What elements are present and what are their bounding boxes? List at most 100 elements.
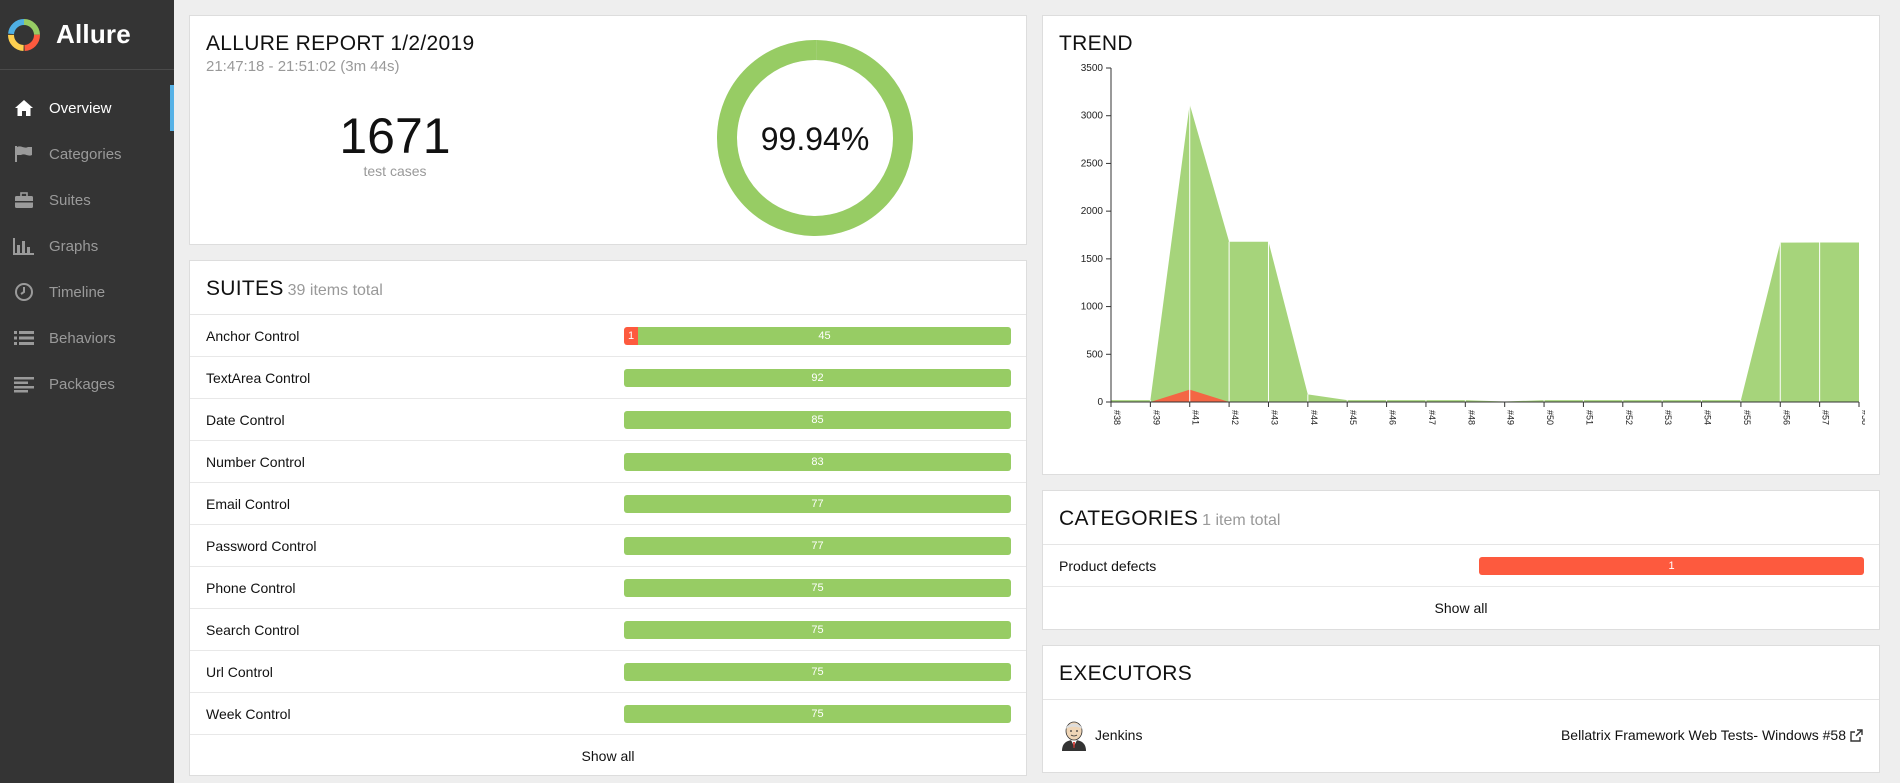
- executors-title: EXECUTORS: [1059, 662, 1193, 685]
- left-column: ALLURE REPORT 1/2/2019 21:47:18 - 21:51:…: [189, 15, 1027, 783]
- y-tick-label: 3500: [1081, 63, 1104, 74]
- sidebar-item-suites[interactable]: Suites: [0, 177, 174, 223]
- status-bar: 1 45: [624, 326, 1011, 345]
- summary-widget: ALLURE REPORT 1/2/2019 21:47:18 - 21:51:…: [189, 15, 1027, 245]
- allure-logo-icon: [8, 18, 40, 51]
- suite-name: Number Control: [206, 453, 305, 470]
- sidebar-item-label: Packages: [49, 375, 115, 393]
- failed-segment: 1: [624, 326, 638, 345]
- categories-widget: CATEGORIES 1 item total Product defects 1…: [1042, 490, 1880, 630]
- executor-row: Jenkins Bellatrix Framework Web Tests- W…: [1043, 700, 1879, 770]
- x-tick-label: #52: [1624, 410, 1634, 425]
- sidebar-item-timeline[interactable]: Timeline: [0, 269, 174, 315]
- sidebar-item-label: Overview: [49, 99, 112, 117]
- list-item[interactable]: Phone Control 75: [190, 567, 1026, 609]
- brand[interactable]: Allure: [0, 0, 174, 70]
- x-tick-label: #55: [1742, 410, 1752, 425]
- list-item[interactable]: Email Control 77: [190, 483, 1026, 525]
- list-item[interactable]: Anchor Control 1 45: [190, 315, 1026, 357]
- suite-name: TextArea Control: [206, 369, 311, 386]
- suite-name: Date Control: [206, 411, 285, 428]
- align-left-icon: [12, 374, 36, 394]
- app-name: Allure: [56, 19, 131, 49]
- home-icon: [12, 98, 36, 118]
- categories-count: 1 item total: [1202, 512, 1281, 529]
- sidebar-item-label: Graphs: [49, 237, 99, 255]
- categories-title: CATEGORIES 1 item total: [1059, 507, 1280, 530]
- status-bar: 77: [624, 494, 1011, 513]
- sidebar-item-categories[interactable]: Categories: [0, 131, 174, 177]
- sidebar: Allure Overview Categories Suites: [0, 0, 174, 783]
- x-tick-label: #54: [1703, 410, 1713, 425]
- x-tick-label: #53: [1663, 410, 1673, 425]
- success-rate-donut[interactable]: 99.94%: [715, 38, 915, 238]
- x-tick-label: #47: [1427, 410, 1437, 425]
- suite-name: Week Control: [206, 705, 291, 722]
- suite-name: Phone Control: [206, 579, 296, 596]
- status-bar: 75: [624, 578, 1011, 597]
- x-tick-label: #41: [1191, 410, 1201, 425]
- y-tick-label: 2500: [1081, 158, 1104, 169]
- x-tick-label: #56: [1781, 410, 1791, 425]
- list-item[interactable]: Product defects 1: [1043, 545, 1879, 587]
- sidebar-item-behaviors[interactable]: Behaviors: [0, 315, 174, 361]
- bar-chart-icon: [12, 236, 36, 256]
- status-bar: 83: [624, 452, 1011, 471]
- x-tick-label: #48: [1466, 410, 1476, 425]
- sidebar-item-graphs[interactable]: Graphs: [0, 223, 174, 269]
- y-tick-label: 2000: [1081, 206, 1104, 217]
- executor-build-text: Bellatrix Framework Web Tests- Windows #…: [1560, 727, 1846, 743]
- y-tick-label: 0: [1097, 397, 1103, 408]
- suite-name: Url Control: [206, 663, 273, 680]
- suites-header: SUITES 39 items total: [190, 261, 1026, 315]
- passed-segment: 75: [624, 620, 1011, 639]
- passed-segment: 75: [624, 704, 1011, 723]
- executors-header: EXECUTORS: [1043, 646, 1879, 700]
- suites-list: Anchor Control 1 45 TextArea Control 92 …: [190, 315, 1026, 735]
- trend-widget: TREND 0 500 1000 1500 2000 2500 3000 3500 #38 #39…: [1042, 15, 1880, 475]
- right-column: TREND 0 500 1000 1500 2000 2500 3000 3500 #38 #39…: [1042, 15, 1880, 783]
- clock-icon: [12, 282, 36, 302]
- trend-chart[interactable]: 0 500 1000 1500 2000 2500 3000 3500 #38 #39 #41 #42…: [1059, 60, 1865, 460]
- status-bar: 92: [624, 368, 1011, 387]
- y-tick-label: 500: [1086, 349, 1103, 360]
- sidebar-nav: Overview Categories Suites Graphs: [0, 85, 174, 407]
- y-tick-label: 1500: [1081, 254, 1104, 265]
- status-bar: 85: [624, 410, 1011, 429]
- executor-build-link[interactable]: Bellatrix Framework Web Tests- Windows #…: [1561, 727, 1863, 743]
- list-item[interactable]: Url Control 75: [190, 651, 1026, 693]
- list-item[interactable]: TextArea Control 92: [190, 357, 1026, 399]
- passed-segment: 83: [624, 452, 1011, 471]
- external-link-icon: [1850, 728, 1863, 742]
- list-item[interactable]: Number Control 83: [190, 441, 1026, 483]
- x-tick-label: #57: [1821, 410, 1831, 425]
- trend-series-area: [1111, 389, 1859, 402]
- list-item[interactable]: Password Control 77: [190, 525, 1026, 567]
- suite-name: Email Control: [206, 495, 291, 512]
- sidebar-item-overview[interactable]: Overview: [0, 85, 174, 131]
- categories-show-all-link[interactable]: Show all: [1434, 599, 1488, 616]
- x-tick-label: #46: [1388, 410, 1398, 425]
- total-label: test cases: [363, 163, 427, 179]
- suites-title-text: SUITES: [206, 277, 284, 300]
- main-content: ALLURE REPORT 1/2/2019 21:47:18 - 21:51:…: [174, 0, 1900, 783]
- briefcase-icon: [12, 190, 36, 210]
- executors-widget: EXECUTORS Jenkins Bella: [1042, 645, 1880, 773]
- list-item[interactable]: Date Control 85: [190, 399, 1026, 441]
- list-item[interactable]: Search Control 75: [190, 609, 1026, 651]
- jenkins-avatar-icon: [1062, 721, 1086, 751]
- categories-header: CATEGORIES 1 item total: [1043, 491, 1879, 545]
- list-item[interactable]: Week Control 75: [190, 693, 1026, 735]
- donut-passed-arc: [717, 39, 913, 236]
- suites-show-all-link[interactable]: Show all: [581, 747, 635, 764]
- sidebar-item-label: Categories: [49, 145, 122, 163]
- passed-segment: 75: [624, 578, 1011, 597]
- x-tick-label: #44: [1309, 410, 1319, 425]
- trend-title: TREND: [1059, 32, 1133, 55]
- suite-name: Search Control: [206, 621, 300, 638]
- sidebar-item-packages[interactable]: Packages: [0, 361, 174, 407]
- category-bar: 1: [1479, 556, 1864, 575]
- categories-title-text: CATEGORIES: [1059, 507, 1199, 530]
- x-tick-label: #49: [1506, 410, 1516, 425]
- status-bar: 75: [624, 704, 1011, 723]
